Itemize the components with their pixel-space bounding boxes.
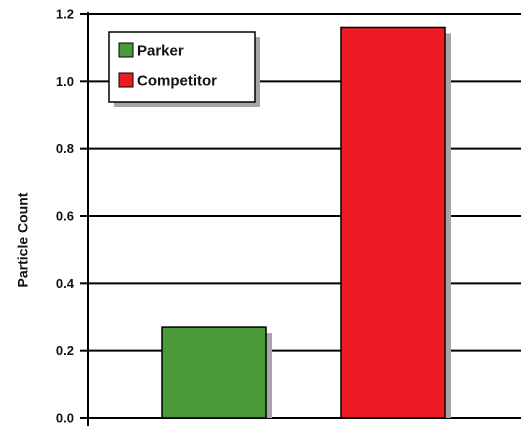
y-tick-label: 0.8 [56, 141, 74, 156]
y-axis-title: Particle Count [15, 192, 31, 287]
y-tick-label: 0.2 [56, 343, 74, 358]
y-tick-label: 0.6 [56, 209, 74, 224]
y-tick-label: 0.4 [56, 276, 75, 291]
bar-parker [161, 326, 267, 419]
y-axis-ticks [80, 13, 88, 419]
y-tick-label: 1.0 [56, 74, 74, 89]
legend-swatch-parker [118, 42, 134, 58]
bars [88, 26, 521, 419]
legend-label-parker: Parker [137, 43, 184, 60]
legend-label-competitor: Competitor [137, 73, 217, 90]
legend-swatch-competitor [118, 72, 134, 88]
y-tick-label: 0.0 [56, 411, 74, 426]
legend: Parker Competitor [108, 31, 260, 107]
y-tick-labels: 0.0 0.2 0.4 0.6 0.8 1.0 1.2 [56, 7, 75, 426]
y-tick-label: 1.2 [56, 7, 74, 22]
bar-competitor [340, 26, 446, 419]
